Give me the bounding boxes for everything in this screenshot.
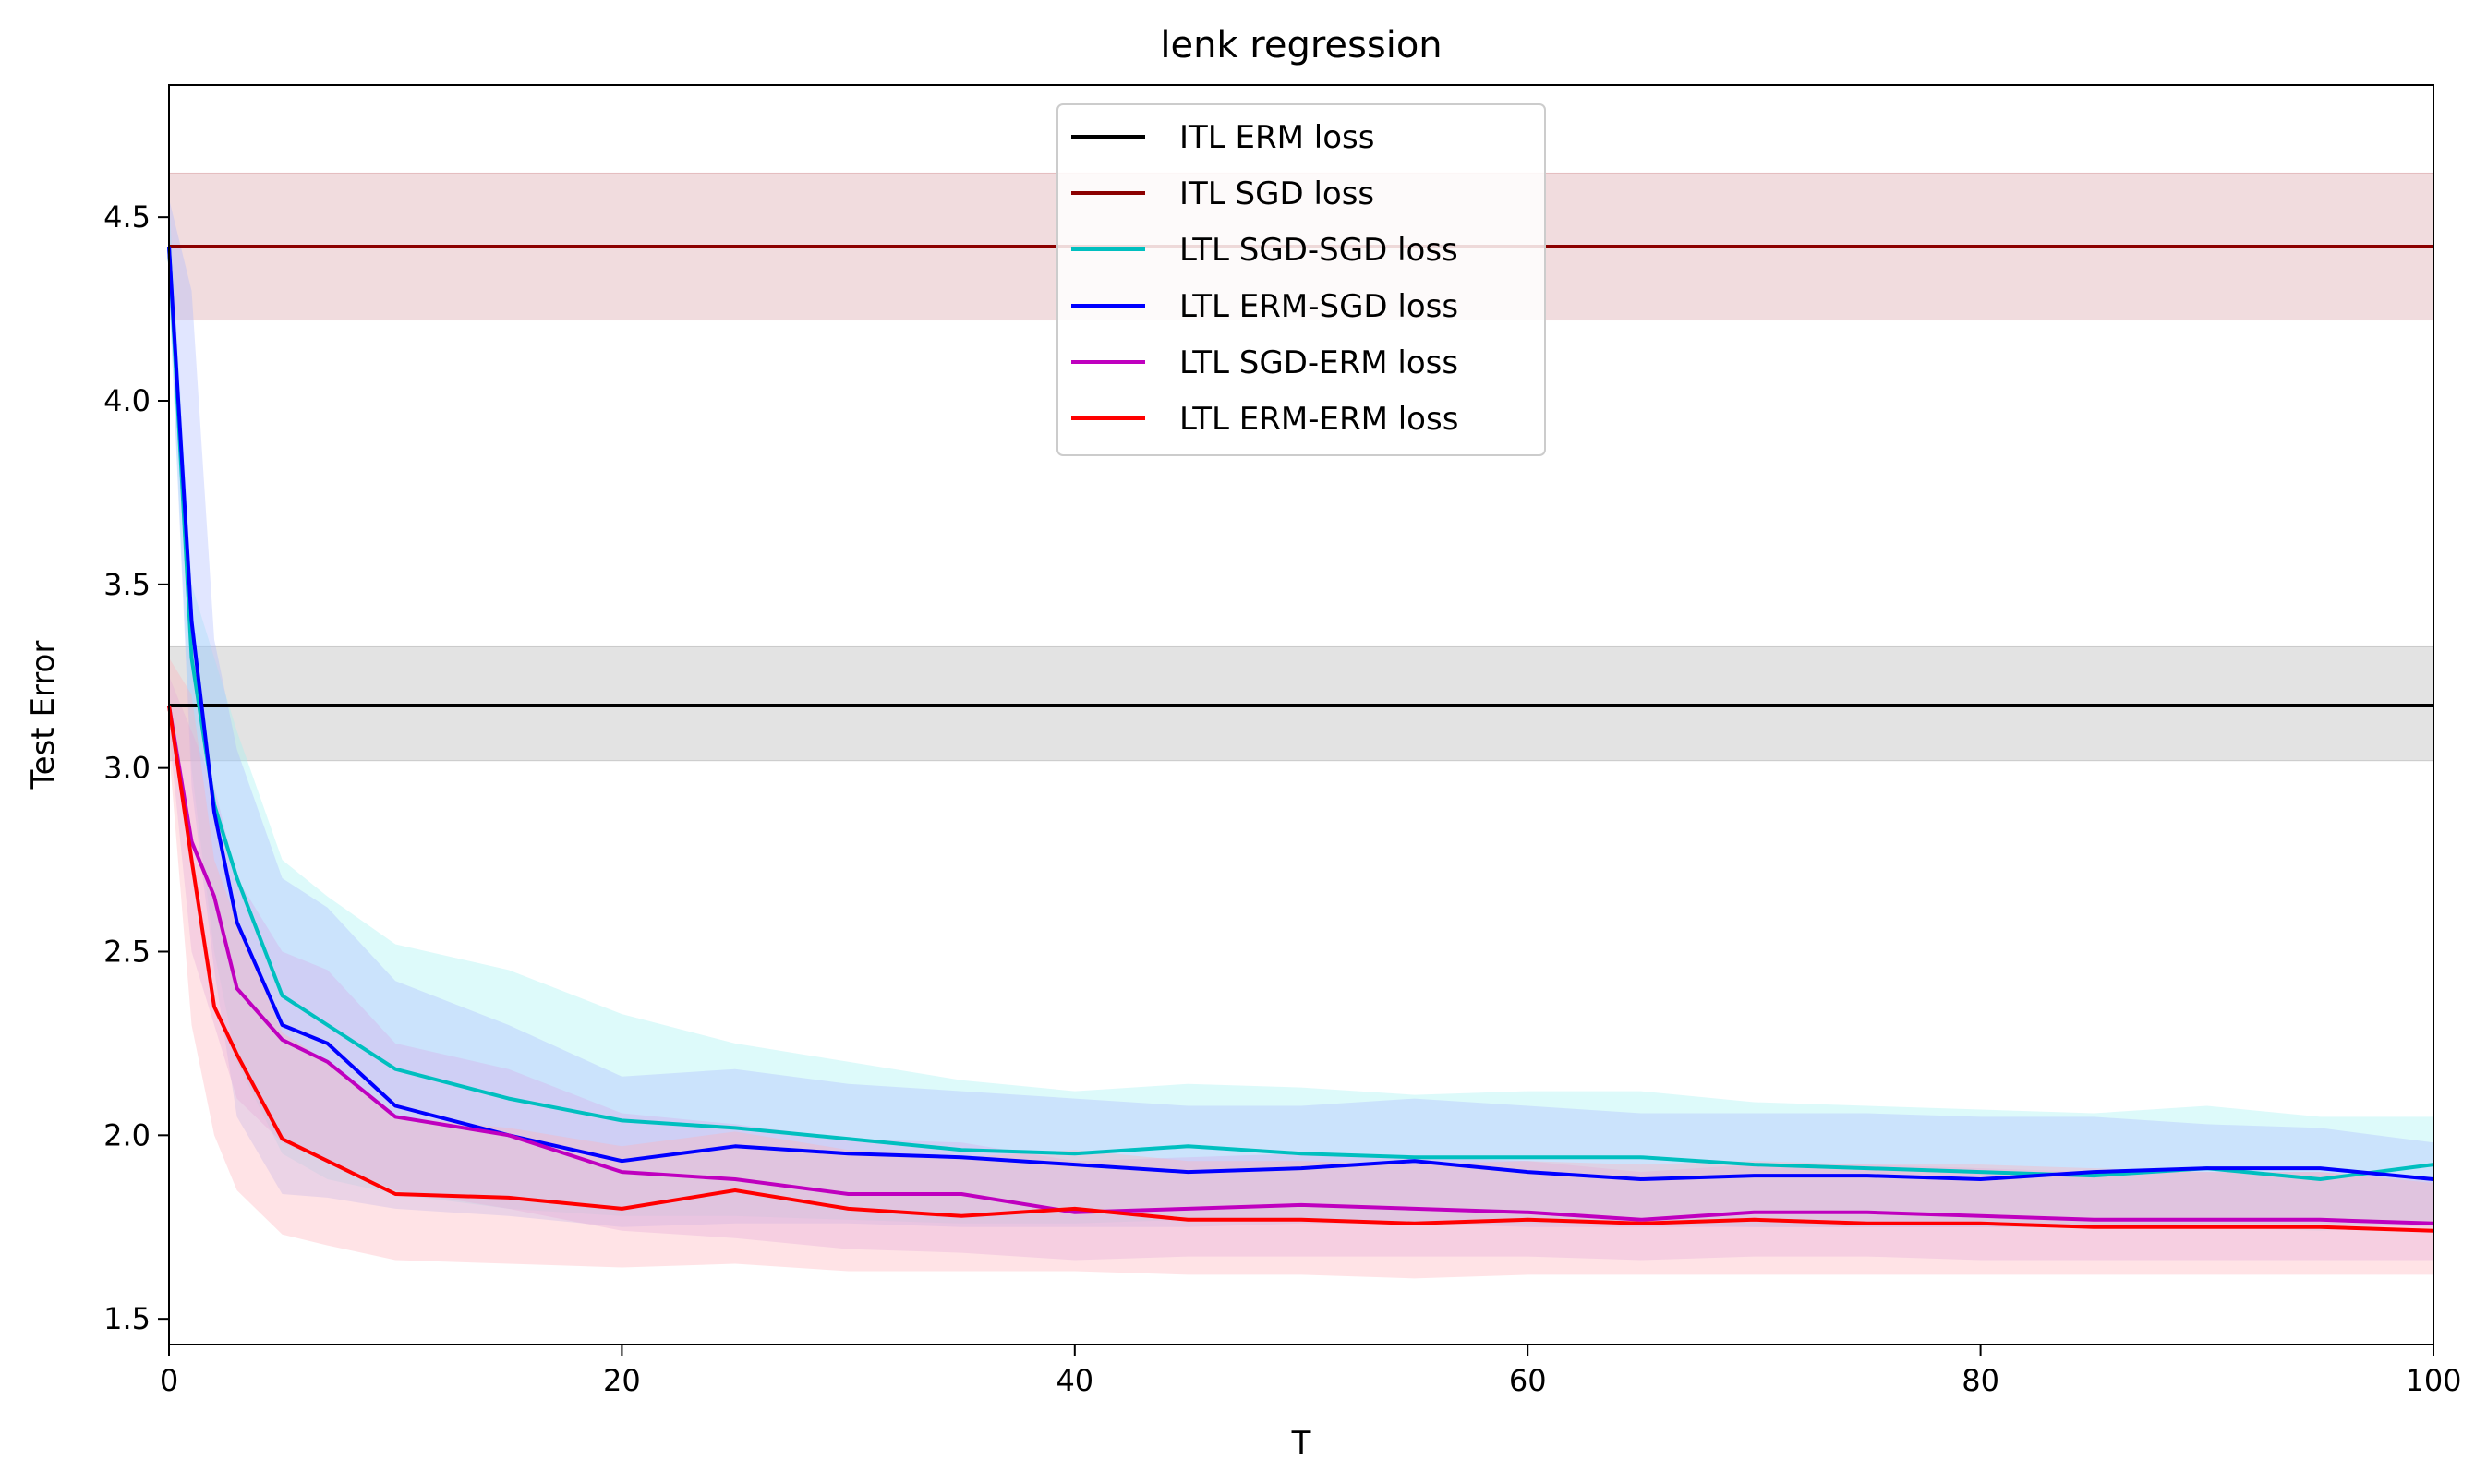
y-tick-label: 2.5 [103, 934, 151, 969]
x-axis: 0 20 40 60 80 100 [160, 1345, 2462, 1398]
ltl-erm-sgd-loss-band [169, 199, 2433, 1227]
ltl-sgd-erm-loss-line [167, 705, 2434, 1225]
plot-frame [168, 84, 2434, 1345]
x-axis-label: T [1291, 1425, 1311, 1462]
legend-entry: ITL SGD loss [1179, 175, 1374, 212]
ltl-erm-sgd-loss-line [167, 246, 2434, 1181]
x-tick-label: 0 [160, 1363, 178, 1398]
y-tick-label: 4.0 [103, 383, 151, 418]
y-axis-label: Test Error [25, 641, 62, 790]
ltl-erm-erm-loss-band [169, 658, 2433, 1279]
x-tick-label: 40 [1056, 1363, 1093, 1398]
legend-entry: ITL ERM loss [1179, 119, 1374, 156]
y-tick-label: 1.5 [103, 1301, 151, 1336]
y-tick-label: 3.0 [103, 751, 151, 786]
ltl-sgd-erm-loss-band [169, 676, 2433, 1261]
y-tick-label: 4.5 [103, 199, 151, 235]
chart-title: lenk regression [1160, 24, 1442, 66]
legend-entry: LTL SGD-SGD loss [1179, 232, 1458, 269]
x-tick-label: 80 [1962, 1363, 1999, 1398]
legend: ITL ERM loss ITL SGD loss LTL SGD-SGD loss… [1056, 103, 1546, 456]
legend-box [1056, 103, 1546, 456]
y-tick-label: 2.0 [103, 1117, 151, 1152]
ltl-sgd-sgd-loss-band [169, 199, 2433, 1231]
series-lines [167, 244, 2434, 1233]
ltl-erm-erm-loss-line [167, 705, 2434, 1233]
legend-entry: LTL ERM-ERM loss [1179, 401, 1458, 438]
x-tick-label: 60 [1509, 1363, 1547, 1398]
legend-entry: LTL SGD-ERM loss [1179, 344, 1458, 381]
y-axis: 1.5 2.0 2.5 3.0 3.5 4.0 4.5 [103, 199, 169, 1336]
y-tick-label: 3.5 [103, 567, 151, 602]
x-tick-label: 100 [2405, 1363, 2461, 1398]
ltl-sgd-sgd-loss-line [167, 246, 2434, 1181]
x-tick-label: 20 [603, 1363, 641, 1398]
legend-entry: LTL ERM-SGD loss [1179, 288, 1458, 325]
